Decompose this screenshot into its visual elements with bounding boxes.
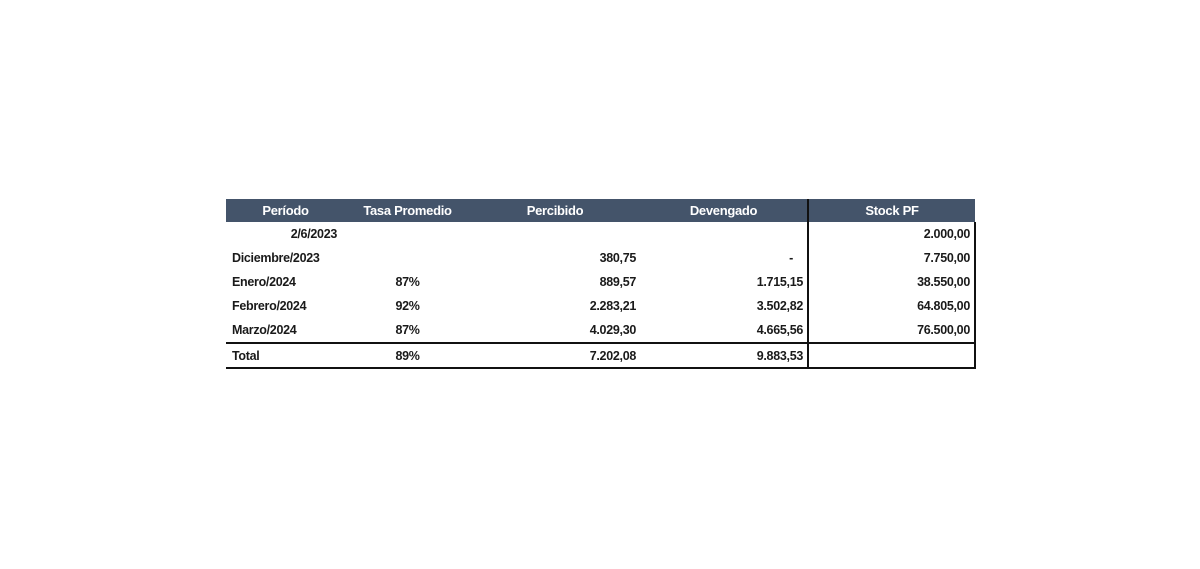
cell-periodo: Diciembre/2023 [232, 251, 320, 265]
cell-periodo: Enero/2024 [232, 275, 296, 289]
table-row: Diciembre/2023 380,75 - 7.750,00 [226, 246, 976, 270]
cell-stock: 2.000,00 [807, 222, 976, 246]
cell-tasa: 92% [395, 299, 420, 313]
cell-periodo: 2/6/2023 [290, 227, 338, 241]
header-tasa-promedio: Tasa Promedio [345, 199, 470, 222]
header-periodo: Período [226, 199, 345, 222]
cell-percibido: 380,75 [599, 251, 637, 265]
cell-devengado: 4.665,56 [756, 323, 804, 337]
header-stock-pf: Stock PF [807, 199, 975, 222]
financial-table: Período Tasa Promedio Percibido Devengad… [226, 199, 976, 369]
table-row: 2/6/2023 2.000,00 [226, 222, 976, 246]
cell-periodo: Marzo/2024 [232, 323, 297, 337]
cell-devengado: 1.715,15 [756, 275, 804, 289]
header-percibido: Percibido [470, 199, 640, 222]
total-devengado: 9.883,53 [640, 342, 808, 369]
table-row: Febrero/2024 92% 2.283,21 3.502,82 64.80… [226, 294, 976, 318]
cell-stock: 38.550,00 [807, 270, 976, 294]
table-row: Enero/2024 87% 889,57 1.715,15 38.550,00 [226, 270, 976, 294]
cell-tasa [345, 222, 470, 246]
cell-percibido [470, 222, 640, 246]
cell-percibido: 4.029,30 [589, 323, 637, 337]
cell-devengado [640, 222, 808, 246]
cell-stock: 64.805,00 [807, 294, 976, 318]
cell-percibido: 2.283,21 [589, 299, 637, 313]
total-row: Total 89% 7.202,08 9.883,53 [226, 342, 976, 369]
cell-devengado: 3.502,82 [756, 299, 804, 313]
cell-stock: 7.750,00 [807, 246, 976, 270]
cell-devengado: - [789, 251, 793, 265]
total-tasa: 89% [345, 342, 470, 369]
cell-tasa [345, 246, 470, 270]
table-row: Marzo/2024 87% 4.029,30 4.665,56 76.500,… [226, 318, 976, 343]
total-stock [807, 342, 976, 369]
cell-tasa: 87% [395, 323, 420, 337]
total-label: Total [226, 342, 345, 369]
cell-tasa: 87% [395, 275, 420, 289]
cell-stock: 76.500,00 [807, 318, 976, 343]
cell-periodo: Febrero/2024 [232, 299, 307, 313]
header-row: Período Tasa Promedio Percibido Devengad… [226, 199, 975, 222]
total-percibido: 7.202,08 [470, 342, 640, 369]
header-devengado: Devengado [640, 199, 808, 222]
cell-percibido: 889,57 [599, 275, 637, 289]
